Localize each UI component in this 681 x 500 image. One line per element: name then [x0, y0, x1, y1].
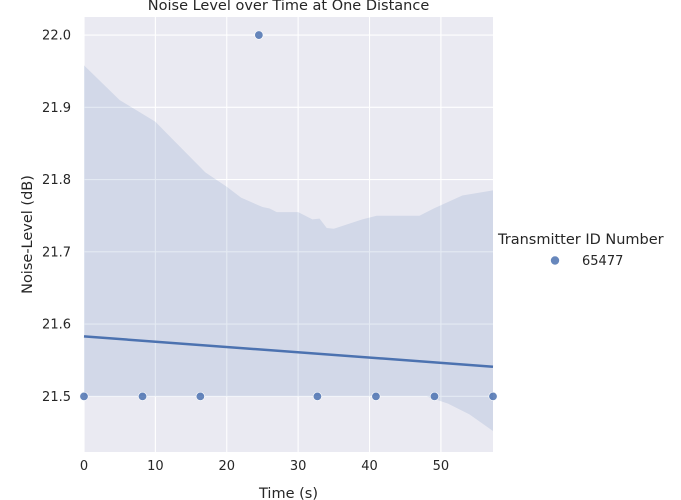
data-point: [371, 391, 381, 401]
x-tick-label: 40: [361, 459, 378, 474]
scatter-points: [79, 30, 498, 401]
grid: [83, 17, 493, 452]
x-tick-labels: 0 10 20 30 40 50: [80, 459, 449, 474]
x-axis-label: Time (s): [258, 486, 318, 500]
y-tick-label: 21.7: [42, 245, 71, 260]
x-tick-label: 50: [433, 459, 450, 474]
x-tick-label: 0: [80, 459, 88, 474]
plot-background: [84, 17, 493, 452]
data-point: [312, 391, 322, 401]
legend: Transmitter ID Number 65477: [497, 232, 664, 269]
data-point: [488, 391, 498, 401]
data-point: [195, 391, 205, 401]
y-tick-label: 21.8: [42, 173, 71, 188]
x-tick-label: 20: [218, 459, 235, 474]
x-tick-label: 10: [147, 459, 164, 474]
x-tick-label: 30: [290, 459, 307, 474]
y-tick-label: 22.0: [42, 29, 71, 44]
legend-entry: 65477: [582, 254, 623, 269]
legend-title: Transmitter ID Number: [497, 232, 664, 248]
chart-title: Noise Level over Time at One Distance: [148, 0, 430, 14]
data-point: [79, 391, 89, 401]
y-tick-label: 21.5: [42, 390, 71, 405]
legend-marker: [550, 256, 560, 265]
data-point: [254, 30, 264, 40]
y-axis-label: Noise-Level (dB): [20, 175, 36, 294]
regression-line: [83, 335, 494, 368]
y-tick-label: 21.6: [42, 318, 71, 333]
y-tick-labels: 21.5 21.6 21.7 21.8 21.9 22.0: [42, 29, 71, 405]
data-point: [138, 391, 148, 401]
confidence-band: [84, 65, 493, 432]
y-tick-label: 21.9: [42, 101, 71, 116]
data-point: [429, 391, 439, 401]
